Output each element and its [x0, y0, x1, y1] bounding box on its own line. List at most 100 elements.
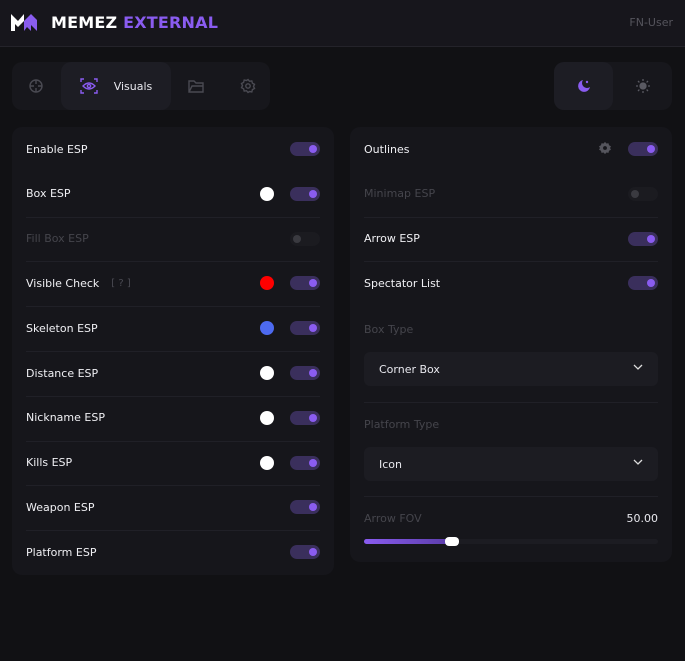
- crosshair-icon: [29, 79, 43, 93]
- brand-accent: EXTERNAL: [123, 13, 219, 32]
- brand-primary: MEMEZ: [51, 13, 118, 32]
- divider: [26, 485, 320, 487]
- setting-row-platform-esp: Platform ESP: [26, 530, 320, 574]
- app-title: MEMEZ EXTERNAL: [51, 13, 218, 32]
- divider: [364, 496, 658, 497]
- box-type-select[interactable]: Corner Box: [364, 352, 658, 386]
- toggle-knob: [309, 324, 317, 333]
- toggle-knob: [309, 189, 317, 198]
- tab-aimbot[interactable]: [12, 62, 60, 110]
- tab-visuals[interactable]: Visuals: [61, 62, 171, 110]
- theme-toggle: [554, 62, 672, 110]
- folder-icon: [188, 80, 204, 93]
- toggle-switch[interactable]: [628, 142, 658, 156]
- toggle-switch[interactable]: [290, 231, 320, 246]
- moon-icon: [577, 80, 590, 92]
- toggle-switch[interactable]: [628, 276, 658, 291]
- color-swatch[interactable]: [260, 366, 274, 380]
- toggle-knob: [309, 413, 317, 422]
- toggle-switch[interactable]: [628, 231, 658, 246]
- setting-label: Distance ESP: [26, 366, 99, 380]
- gear-icon: [240, 78, 256, 94]
- title-bar: MEMEZ EXTERNAL FN-User: [0, 0, 685, 47]
- tab-visuals-label: Visuals: [113, 79, 153, 93]
- divider: [364, 216, 658, 218]
- divider: [26, 306, 320, 308]
- toggle-knob: [293, 234, 301, 243]
- eye-icon: [80, 78, 98, 94]
- gear-icon[interactable]: [598, 141, 612, 155]
- setting-label: Spectator List: [364, 276, 441, 290]
- setting-label: Kills ESP: [26, 456, 73, 470]
- setting-label: Outlines: [364, 142, 410, 156]
- platform-type-label: Platform Type: [364, 418, 440, 431]
- toggle-switch[interactable]: [290, 276, 320, 291]
- logo-icon: [11, 14, 37, 31]
- divider: [26, 351, 320, 352]
- divider: [26, 395, 320, 397]
- toggle-knob: [309, 548, 317, 557]
- tab-bar: Visuals: [12, 62, 270, 110]
- toggle-switch[interactable]: [290, 455, 320, 470]
- divider: [26, 440, 320, 442]
- dark-theme-button[interactable]: [554, 62, 613, 110]
- arrow-fov-label: Arrow FOV: [364, 512, 422, 525]
- tab-configs[interactable]: [174, 62, 218, 110]
- platform-type-select[interactable]: Icon: [364, 447, 658, 481]
- toggle-knob: [309, 503, 317, 512]
- color-swatch[interactable]: [260, 410, 274, 425]
- divider: [364, 261, 658, 263]
- color-swatch[interactable]: [260, 455, 274, 470]
- setting-row-minimap-esp: Minimap ESP: [364, 172, 658, 216]
- arrow-fov-slider[interactable]: [364, 537, 658, 546]
- light-theme-button[interactable]: [613, 62, 672, 110]
- toggle-switch[interactable]: [628, 186, 658, 201]
- toggle-switch[interactable]: [290, 500, 320, 515]
- setting-row-box-esp: Box ESP: [26, 172, 320, 216]
- toggle-knob: [309, 279, 317, 288]
- toggle-switch[interactable]: [290, 142, 320, 156]
- setting-row-visible-check: Visible Check [ ? ]: [26, 261, 320, 305]
- toggle-knob: [631, 189, 639, 198]
- username: FN-User: [629, 16, 673, 29]
- setting-row-kills-esp: Kills ESP: [26, 441, 320, 485]
- setting-label: Visible Check: [26, 276, 100, 290]
- color-swatch[interactable]: [260, 321, 274, 336]
- toggle-knob: [647, 234, 655, 243]
- setting-row-arrow-esp: Arrow ESP: [364, 217, 658, 261]
- divider: [26, 216, 320, 218]
- toggle-knob: [647, 145, 655, 153]
- misc-panel: Box Type Corner Box Platform Type Icon A…: [350, 127, 672, 562]
- toggle-switch[interactable]: [290, 410, 320, 425]
- setting-label: Enable ESP: [26, 142, 88, 156]
- setting-row-outlines: Outlines: [364, 127, 658, 171]
- slider-fill: [364, 539, 453, 544]
- box-type-value: Corner Box: [379, 362, 440, 376]
- slider-handle[interactable]: [445, 537, 460, 546]
- toggle-switch[interactable]: [290, 545, 320, 560]
- setting-label: Nickname ESP: [26, 411, 105, 425]
- arrow-fov-value: 50.00: [626, 512, 659, 525]
- setting-row-nickname-esp: Nickname ESP: [26, 396, 320, 440]
- setting-label: Minimap ESP: [364, 187, 436, 201]
- toggle-switch[interactable]: [290, 321, 320, 336]
- platform-type-value: Icon: [379, 457, 402, 471]
- setting-label: Platform ESP: [26, 545, 97, 559]
- sun-icon: [635, 79, 650, 93]
- toggle-knob: [309, 458, 317, 467]
- tab-settings[interactable]: [226, 62, 270, 110]
- toggle-switch[interactable]: [290, 186, 320, 201]
- toggle-knob: [309, 145, 317, 153]
- help-hint[interactable]: [ ? ]: [111, 277, 131, 289]
- esp-panel: Enable ESP Box ESP Fill Box ESP Visible Che…: [12, 127, 334, 575]
- setting-label: Arrow ESP: [364, 232, 420, 246]
- divider: [364, 402, 658, 403]
- toggle-switch[interactable]: [290, 366, 320, 380]
- divider: [26, 530, 320, 532]
- divider: [26, 261, 320, 263]
- color-swatch[interactable]: [260, 186, 274, 201]
- setting-row-distance-esp: Distance ESP: [26, 351, 320, 395]
- color-swatch[interactable]: [260, 276, 274, 291]
- setting-label: Weapon ESP: [26, 500, 95, 514]
- toggle-knob: [309, 369, 317, 377]
